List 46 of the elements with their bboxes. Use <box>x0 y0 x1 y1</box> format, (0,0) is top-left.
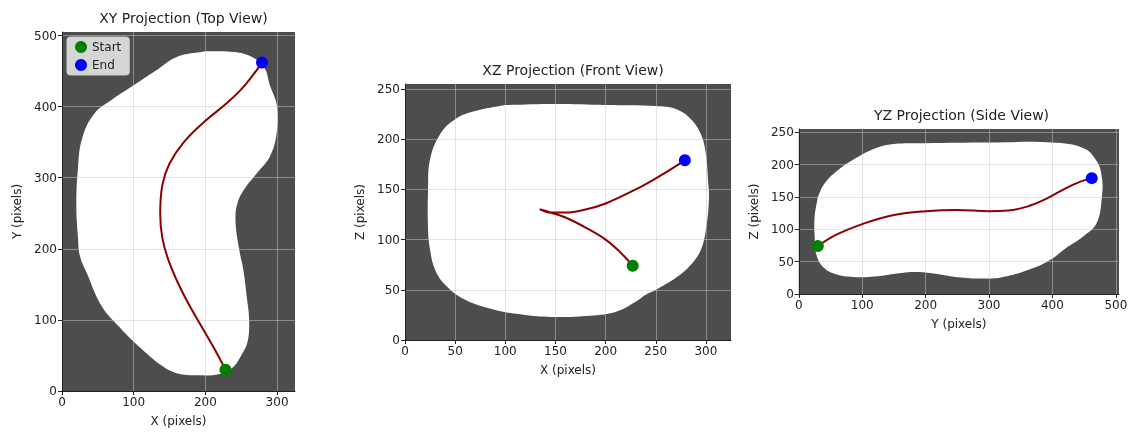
x-tick-label: 300 <box>977 298 1001 312</box>
x-tick-label: 0 <box>401 344 409 358</box>
x-axis-title: Y (pixels) <box>930 317 987 331</box>
x-tick-label: 200 <box>914 298 938 312</box>
x-tick-label: 100 <box>493 344 517 358</box>
x-tick-label: 250 <box>644 344 668 358</box>
y-axis-title: Y (pixels) <box>10 183 25 241</box>
y-tick-label: 50 <box>778 254 794 269</box>
y-axis-title: Z (pixels) <box>747 183 761 240</box>
x-tick-label: 100 <box>122 395 146 409</box>
y-tick-label: 500 <box>34 28 57 43</box>
x-tick-label: 50 <box>447 344 463 358</box>
y-tick-label: 200 <box>770 157 794 172</box>
chart-title: XZ Projection (Front View) <box>482 62 664 78</box>
y-tick-label: 0 <box>392 333 400 347</box>
y-tick-label: 150 <box>770 189 794 204</box>
x-axis-title: X (pixels) <box>150 414 207 428</box>
y-tick-label: 250 <box>377 82 400 97</box>
x-tick-label: 150 <box>544 344 567 358</box>
y-tick-label: 100 <box>34 312 57 327</box>
y-tick-label: 200 <box>377 132 400 147</box>
y-tick-label: 250 <box>770 125 794 140</box>
legend-label: End <box>92 58 115 72</box>
x-tick-label: 0 <box>794 298 803 312</box>
x-axis-title: X (pixels) <box>539 363 597 377</box>
x-tick-label: 500 <box>1104 298 1128 312</box>
y-tick-label: 200 <box>34 241 57 256</box>
y-tick-label: 150 <box>377 182 400 197</box>
x-tick-label: 400 <box>1040 298 1064 312</box>
chart-title: XY Projection (Top View) <box>99 10 268 26</box>
x-tick-label: 200 <box>594 344 618 358</box>
x-tick-label: 0 <box>58 395 66 409</box>
y-tick-label: 0 <box>786 287 794 301</box>
y-tick-label: 400 <box>34 99 57 114</box>
x-tick-label: 300 <box>694 344 718 358</box>
chart-title: YZ Projection (Side View) <box>872 107 1050 123</box>
legend-label: Start <box>92 40 122 54</box>
y-tick-label: 0 <box>49 384 57 398</box>
y-tick-label: 50 <box>384 282 400 297</box>
y-axis-title: Z (pixels) <box>353 183 368 241</box>
y-tick-label: 100 <box>770 222 794 237</box>
y-tick-label: 300 <box>34 170 57 185</box>
x-tick-label: 300 <box>265 395 289 409</box>
y-tick-label: 100 <box>377 232 400 247</box>
x-tick-label: 200 <box>193 395 217 409</box>
x-tick-label: 100 <box>850 298 874 312</box>
